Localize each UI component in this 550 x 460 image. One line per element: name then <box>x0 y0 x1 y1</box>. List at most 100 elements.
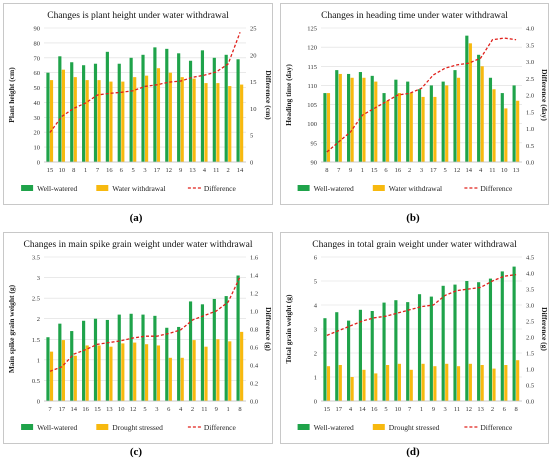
bar-stressed <box>326 366 331 401</box>
x-tick-label: 5 <box>384 406 387 413</box>
x-tick-label: 8 <box>72 167 75 174</box>
bar-well-watered <box>236 59 240 163</box>
x-tick-label: 11 <box>454 406 460 413</box>
bar-stressed <box>228 86 232 162</box>
bar-well-watered <box>406 302 410 401</box>
y2-tick-label: 3.0 <box>526 303 534 310</box>
y2-tick-label: 3.5 <box>526 287 534 294</box>
bar-well-watered <box>165 48 169 162</box>
bar-stressed <box>216 83 220 162</box>
bar-stressed <box>374 373 378 401</box>
legend-label: Drought stressed <box>389 423 440 432</box>
legend-swatch <box>96 185 109 191</box>
bar-stressed <box>156 345 161 401</box>
bar-stressed <box>445 363 449 401</box>
y-tick-label: 90 <box>311 160 318 167</box>
bar-stressed <box>49 80 54 162</box>
bar-well-watered <box>70 62 74 162</box>
x-tick-label: 13 <box>513 167 520 174</box>
legend-swatch <box>297 424 310 430</box>
x-tick-label: 13 <box>477 406 484 413</box>
x-tick-label: 16 <box>395 167 402 174</box>
y2-tick-label: 1.4 <box>250 273 259 280</box>
bar-stressed <box>397 363 401 401</box>
bar-well-watered <box>488 77 493 162</box>
y2-tick-label: 1.0 <box>526 367 534 374</box>
y-axis-title: Main spike grain weight (g) <box>7 284 16 373</box>
y-tick-label: 10 <box>34 145 41 152</box>
y-tick-label: 40 <box>34 100 41 107</box>
y-tick-label: 6 <box>314 255 318 262</box>
y-tick-label: 95 <box>311 140 318 147</box>
y-tick-label: 3 <box>37 275 40 282</box>
y2-tick-label: 15 <box>250 79 257 86</box>
bar-well-watered <box>441 285 445 401</box>
y2-tick-label: 0.6 <box>250 345 259 352</box>
legend-swatch <box>372 424 385 430</box>
x-tick-label: 14 <box>237 167 244 174</box>
legend-label: Drought stressed <box>112 423 163 432</box>
y-tick-label: 60 <box>34 70 41 77</box>
legend-label: Water withdrawal <box>112 184 165 193</box>
bar-stressed <box>109 81 113 162</box>
legend-label: Water withdrawal <box>389 184 442 193</box>
bar-stressed <box>97 80 101 162</box>
chart-panel-c: Changes in main spike grain weight under… <box>3 232 273 444</box>
bar-stressed <box>338 365 342 401</box>
y2-tick-label: 4.0 <box>526 271 534 278</box>
bar-stressed <box>204 83 208 162</box>
bar-stressed <box>362 369 366 401</box>
y2-tick-label: 0.0 <box>250 399 258 406</box>
x-tick-label: 9 <box>215 406 218 413</box>
x-tick-label: 1 <box>227 406 230 413</box>
y-tick-label: 105 <box>307 102 317 109</box>
bar-stressed <box>362 77 366 162</box>
panel-label-a: (a) <box>129 212 143 224</box>
bar-well-watered <box>347 320 351 401</box>
bar-well-watered <box>153 47 157 162</box>
bar-stressed <box>516 360 520 401</box>
y2-tick-label: 1.6 <box>250 255 259 262</box>
x-tick-label: 17 <box>154 167 161 174</box>
bar-well-watered <box>465 35 469 162</box>
bar-well-watered <box>335 312 339 401</box>
y-tick-label: 1 <box>37 357 40 364</box>
bar-well-watered <box>236 275 240 401</box>
bar-well-watered <box>165 327 169 401</box>
chart-svg: Changes in total grain weight under wate… <box>284 240 548 432</box>
bar-well-watered <box>129 313 133 401</box>
bar-stressed <box>397 93 401 162</box>
x-tick-label: 12 <box>454 167 461 174</box>
x-tick-label: 1 <box>84 167 87 174</box>
bar-well-watered <box>477 54 481 162</box>
bar-well-watered <box>141 54 145 162</box>
bar-well-watered <box>370 75 374 162</box>
x-tick-label: 2 <box>191 406 194 413</box>
y-tick-label: 0 <box>37 160 40 167</box>
bar-well-watered <box>370 311 374 401</box>
difference-line <box>49 32 241 133</box>
y2-tick-label: 1.0 <box>526 126 534 133</box>
bar-stressed <box>145 75 149 162</box>
bar-stressed <box>49 351 54 401</box>
y-tick-label: 0 <box>37 399 40 406</box>
y2-tick-label: 5 <box>250 133 253 140</box>
y2-tick-label: 0.4 <box>250 363 259 370</box>
bar-stressed <box>386 365 390 401</box>
bar-well-watered <box>46 337 50 401</box>
y-tick-label: 115 <box>307 64 317 71</box>
x-tick-label: 5 <box>131 167 134 174</box>
bar-well-watered <box>82 65 86 162</box>
y2-tick-label: 0.2 <box>250 381 258 388</box>
y-tick-label: 3 <box>314 327 317 334</box>
x-tick-label: 10 <box>118 406 125 413</box>
x-tick-label: 11 <box>213 167 219 174</box>
bar-stressed <box>338 73 342 162</box>
y2-tick-label: 4.5 <box>526 255 534 262</box>
x-tick-label: 16 <box>106 167 113 174</box>
y-tick-label: 0.5 <box>32 378 40 385</box>
bar-well-watered <box>382 93 386 162</box>
y-tick-label: 100 <box>307 121 317 128</box>
x-tick-label: 13 <box>189 167 196 174</box>
bar-well-watered <box>212 298 216 401</box>
